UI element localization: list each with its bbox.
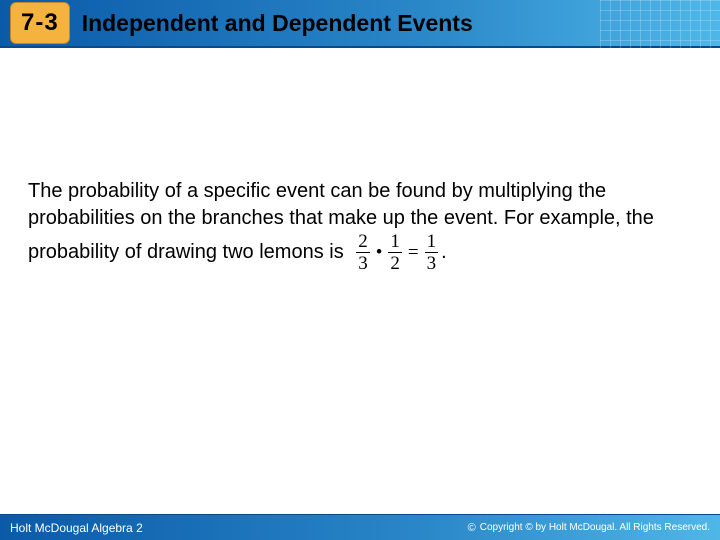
footer-book-title: Holt McDougal Algebra 2 (10, 521, 143, 535)
footer-copyright: © Copyright © by Holt McDougal. All Righ… (468, 522, 710, 534)
math-expression: 2 3 • 1 2 = 1 3 (353, 232, 441, 273)
fraction-3-numerator: 1 (425, 232, 439, 253)
fraction-3-denominator: 3 (425, 253, 439, 273)
fraction-1-numerator: 2 (356, 232, 370, 253)
fraction-1-denominator: 3 (356, 253, 370, 273)
copyright-text: Copyright © by Holt McDougal. All Rights… (480, 522, 710, 533)
fraction-2: 1 2 (388, 232, 402, 273)
fraction-1: 2 3 (356, 232, 370, 273)
lesson-number-badge: 7-3 (10, 2, 70, 44)
paragraph-line2: probability of drawing two lemons is (28, 241, 344, 263)
body-paragraph: The probability of a specific event can … (28, 178, 692, 273)
operator-multiply: • (376, 240, 383, 266)
slide-footer: Holt McDougal Algebra 2 © Copyright © by… (0, 514, 720, 540)
fraction-2-denominator: 2 (388, 253, 402, 273)
slide-header: 7-3 Independent and Dependent Events (0, 0, 720, 48)
paragraph-line1: The probability of a specific event can … (28, 180, 654, 229)
math-tail-period: . (441, 241, 447, 263)
operator-equals: = (408, 240, 419, 266)
fraction-3: 1 3 (425, 232, 439, 273)
copyright-icon: © (468, 522, 476, 534)
fraction-2-numerator: 1 (388, 232, 402, 253)
slide-title: Independent and Dependent Events (82, 10, 473, 37)
slide-content: The probability of a specific event can … (0, 48, 720, 273)
header-grid-decoration (600, 0, 720, 48)
